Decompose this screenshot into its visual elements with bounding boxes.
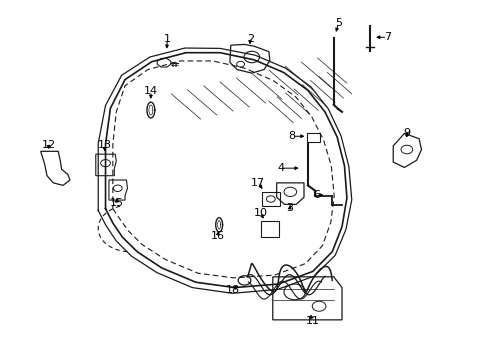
Text: 13: 13 xyxy=(98,140,111,150)
Text: 8: 8 xyxy=(288,131,295,141)
Text: 4: 4 xyxy=(277,163,284,173)
Text: 11: 11 xyxy=(305,316,319,325)
Text: 7: 7 xyxy=(383,32,390,42)
Text: 14: 14 xyxy=(143,86,158,96)
Text: 2: 2 xyxy=(246,34,253,44)
Text: 12: 12 xyxy=(41,140,56,150)
Text: 18: 18 xyxy=(226,285,240,295)
Text: 5: 5 xyxy=(334,18,342,28)
Text: 6: 6 xyxy=(312,190,320,200)
Text: 9: 9 xyxy=(403,129,409,138)
Text: 3: 3 xyxy=(286,203,293,213)
Text: 15: 15 xyxy=(109,198,123,208)
Text: 1: 1 xyxy=(163,34,171,44)
Text: 17: 17 xyxy=(250,177,264,188)
Text: 10: 10 xyxy=(253,208,267,218)
Text: 16: 16 xyxy=(210,231,224,240)
